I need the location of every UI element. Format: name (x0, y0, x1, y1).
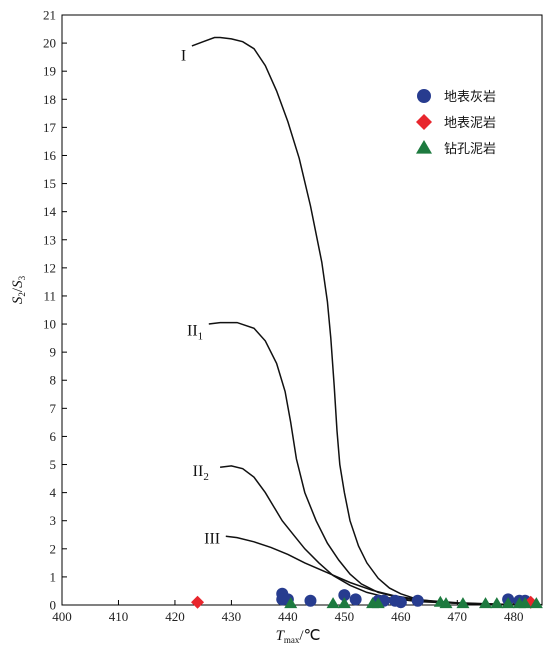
curve-label-sub: 2 (203, 471, 209, 483)
y-tick-label: 20 (43, 36, 56, 51)
y-tick-label: 18 (43, 92, 56, 107)
y-tick-label: 7 (50, 401, 57, 416)
data-point-triangle (326, 597, 340, 609)
maturity-curve (220, 465, 543, 606)
curve-label-main: I (181, 47, 186, 64)
x-tick-label: 470 (448, 609, 468, 624)
y-tick-label: 1 (50, 569, 57, 584)
data-point-triangle (439, 597, 453, 609)
x-tick-label: 450 (335, 609, 355, 624)
data-point-circle (411, 594, 424, 607)
legend-label: 钻孔泥岩 (444, 142, 496, 157)
plot-frame-group (61, 14, 543, 606)
maturity-curve (208, 321, 543, 606)
data-point-triangle (490, 597, 504, 609)
y-tick-label: 14 (43, 204, 57, 219)
x-tick-label: 480 (504, 609, 524, 624)
x-tick-label: 420 (165, 609, 185, 624)
data-point-triangle (479, 597, 493, 609)
y-tick-label: 11 (43, 288, 56, 303)
y-tick-label: 0 (50, 598, 57, 613)
y-axis-title: S2/S3 (10, 275, 27, 304)
data-point-circle (394, 596, 407, 609)
y-title-part1: S (10, 296, 26, 304)
legend-marker-circle (417, 89, 431, 103)
x-tick-label: 430 (222, 609, 242, 624)
plot-frame (61, 14, 543, 606)
x-axis-title: Tmax/℃ (276, 628, 321, 645)
curve-label-main: III (204, 531, 220, 548)
x-title-suffix: /℃ (299, 628, 320, 644)
y-tick-label: 8 (50, 373, 57, 388)
data-point-triangle (337, 597, 351, 609)
y-tick-label: 3 (50, 513, 57, 528)
y-tick-label: 6 (50, 429, 57, 444)
data-point-triangle (371, 597, 385, 609)
maturity-curve (191, 36, 543, 606)
data-point-triangle (518, 597, 532, 609)
y-tick-label: 15 (43, 176, 56, 191)
x-tick-label: 440 (278, 609, 298, 624)
legend-marker-triangle (416, 140, 432, 154)
legend-label: 地表泥岩 (444, 116, 496, 131)
curve-label: II1 (187, 323, 203, 343)
data-point-triangle (456, 597, 470, 609)
data-point-triangle (529, 597, 543, 609)
y-tick-label: 5 (50, 457, 57, 472)
y-title-sub1: 2 (17, 292, 27, 297)
legend-label: 地表灰岩 (444, 90, 496, 105)
curve-label: II2 (193, 463, 209, 483)
data-point-circle (349, 593, 362, 606)
y-tick-label: 2 (50, 541, 57, 556)
y-tick-label: 21 (43, 8, 56, 23)
data-points (191, 587, 543, 609)
data-point-circle (304, 594, 317, 607)
legend-marker-diamond (416, 114, 432, 130)
curve-label-main: II (193, 463, 204, 480)
x-title-main: T (276, 628, 286, 644)
data-point-triangle (501, 597, 515, 609)
x-title-sub: max (284, 635, 300, 645)
curve-label-main: II (187, 323, 198, 340)
curve-label-sub: 1 (198, 331, 204, 343)
y-tick-label: 13 (43, 232, 56, 247)
y-tick-label: 9 (50, 345, 57, 360)
y-tick-label: 12 (43, 260, 56, 275)
y-tick-label: 10 (43, 317, 56, 332)
y-tick-label: 4 (50, 485, 57, 500)
y-title-sub2: 3 (17, 275, 27, 280)
x-tick-label: 460 (391, 609, 411, 624)
y-tick-label: 19 (43, 64, 56, 79)
y-tick-label: 16 (43, 148, 57, 163)
x-tick-label: 400 (52, 609, 72, 624)
y-title-part2: S (10, 280, 26, 288)
curve-label: I (181, 47, 186, 64)
y-tick-label: 17 (43, 120, 57, 135)
data-point-triangle (284, 597, 298, 609)
maturity-curve (225, 535, 543, 606)
x-tick-label: 410 (109, 609, 129, 624)
data-point-circle (338, 589, 351, 602)
curve-label: III (204, 531, 220, 548)
y-title-slash: / (10, 287, 26, 292)
data-point-diamond (191, 595, 205, 609)
